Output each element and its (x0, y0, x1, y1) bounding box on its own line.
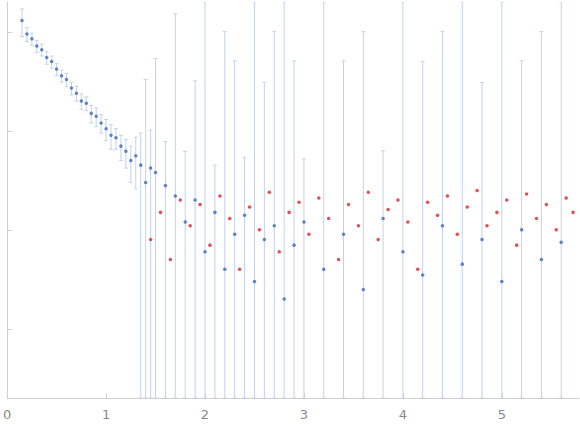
svg-text:3: 3 (300, 407, 308, 422)
svg-text:2: 2 (201, 407, 209, 422)
svg-text:5: 5 (498, 407, 506, 422)
svg-text:1: 1 (102, 407, 110, 422)
svg-text:0: 0 (3, 407, 11, 422)
svg-text:4: 4 (399, 407, 407, 422)
